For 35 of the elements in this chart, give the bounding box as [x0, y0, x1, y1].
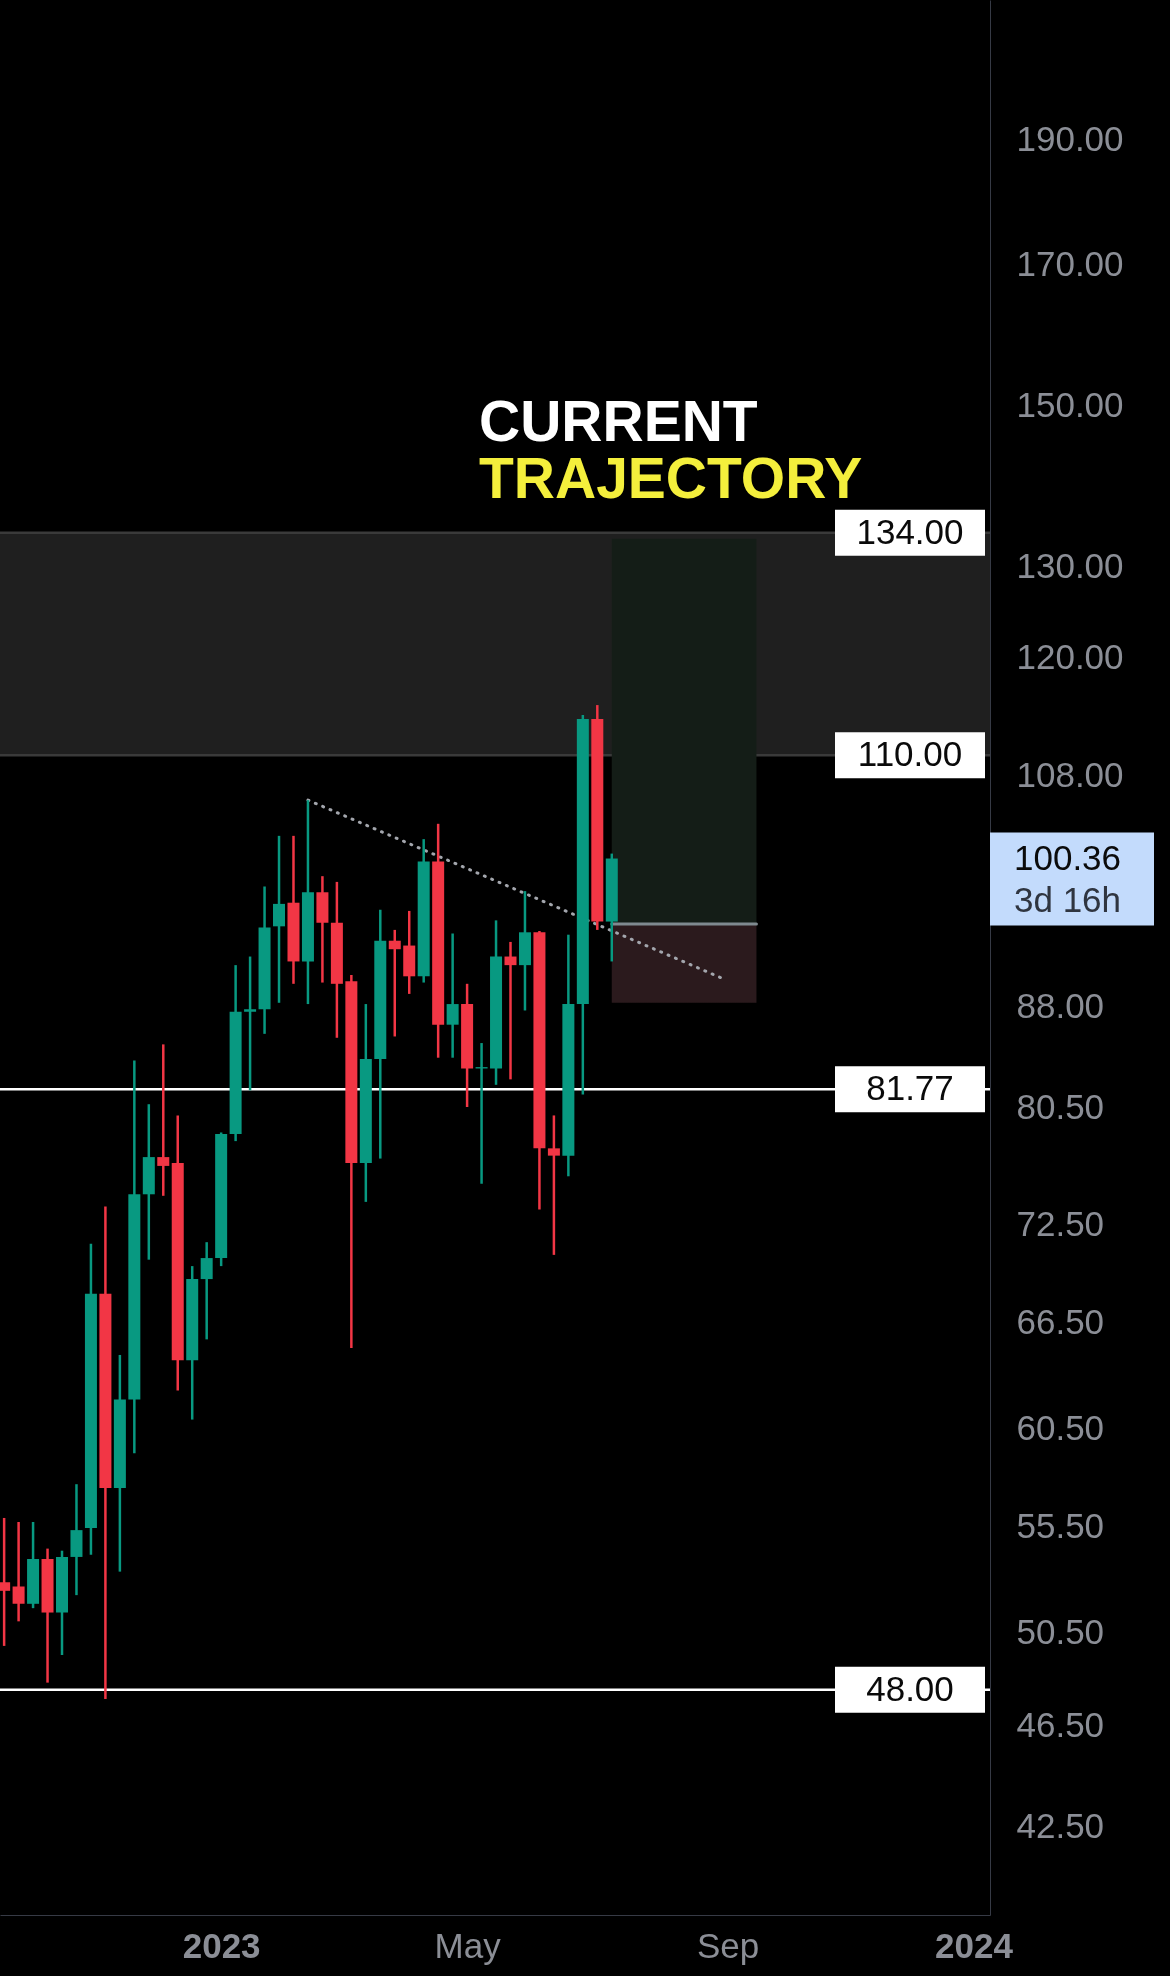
- y-tick-label: 42.50: [1016, 1806, 1105, 1846]
- y-tick-label: 46.50: [1016, 1704, 1105, 1744]
- x-tick-label: May: [434, 1925, 502, 1965]
- y-tick-label: 108.00: [1016, 755, 1124, 795]
- candlestick: [0, 1516, 11, 1648]
- ref-line-label: 81.77: [866, 1068, 954, 1108]
- text: 100.36: [1014, 837, 1122, 877]
- y-tick-label: 88.00: [1016, 986, 1105, 1026]
- y-tick-label: 66.50: [1016, 1301, 1105, 1341]
- y-tick-label: 170.00: [1016, 244, 1124, 284]
- y-tick-label: 190.00: [1016, 118, 1124, 158]
- candlestick: [273, 834, 286, 1005]
- ref-line-label: 48.00: [866, 1668, 954, 1708]
- ref-line-label: 134.00: [856, 511, 964, 551]
- x-tick-label: Sep: [696, 1925, 760, 1965]
- text: 3d 16h: [1014, 879, 1122, 919]
- candlestick: [200, 1240, 213, 1341]
- candlestick: [388, 928, 401, 1038]
- y-tick-label: 55.50: [1016, 1505, 1105, 1545]
- candlestick: [157, 1043, 170, 1198]
- candlestick: [12, 1520, 25, 1623]
- y-tick-label: 130.00: [1016, 546, 1124, 586]
- y-tick-label: 80.50: [1016, 1086, 1105, 1126]
- candlestick: [244, 955, 257, 1092]
- y-tick-label: 150.00: [1016, 385, 1124, 425]
- y-tick-label: 72.50: [1016, 1204, 1105, 1244]
- candlestick: [547, 1114, 560, 1257]
- y-tick-label: 60.50: [1016, 1408, 1105, 1448]
- x-tick-label: 2023: [182, 1925, 261, 1965]
- y-tick-label: 50.50: [1016, 1611, 1105, 1651]
- candlestick: [504, 940, 517, 1081]
- y-tick-label: 120.00: [1016, 636, 1124, 676]
- ref-line-label: 110.00: [857, 734, 963, 774]
- candlestick: [446, 932, 459, 1059]
- x-tick-label: 2024: [935, 1925, 1014, 1965]
